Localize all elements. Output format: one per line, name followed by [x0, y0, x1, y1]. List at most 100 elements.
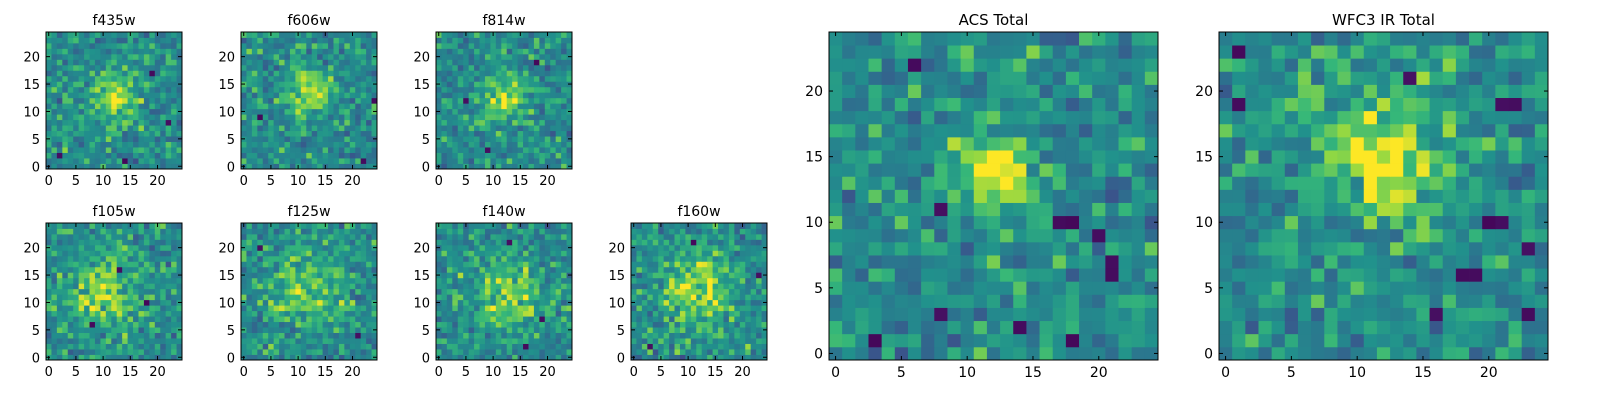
heatmap-cell — [51, 277, 58, 284]
heatmap-cell — [143, 283, 150, 290]
heatmap-cell — [366, 332, 372, 339]
heatmap-cell — [251, 119, 258, 126]
heatmap-cell — [171, 48, 177, 55]
heatmap-cell — [56, 32, 63, 38]
heatmap-cell — [73, 266, 80, 273]
heatmap-cell — [333, 119, 340, 126]
heatmap-cell — [251, 37, 258, 44]
heatmap-cell — [273, 354, 280, 361]
heatmap-cells — [46, 223, 183, 361]
heatmap-cell — [745, 228, 752, 235]
heatmap-cell — [322, 53, 329, 60]
heatmap-cell — [349, 130, 356, 137]
heatmap-cell — [631, 305, 637, 312]
heatmap-cell — [306, 277, 313, 284]
heatmap-cell — [647, 343, 654, 350]
heatmap-cell — [658, 255, 665, 262]
heatmap-cell — [523, 48, 529, 55]
heatmap-cell — [89, 59, 96, 66]
heatmap-cell — [138, 343, 145, 350]
heatmap-cell — [306, 283, 313, 290]
heatmap-cell — [463, 70, 470, 77]
heatmap-cell — [960, 163, 975, 177]
heatmap-cell — [463, 75, 470, 82]
heatmap-cell — [122, 152, 128, 159]
heatmap-cell — [533, 75, 540, 82]
heatmap-cell — [669, 338, 675, 344]
heatmap-cell — [355, 114, 362, 121]
heatmap-cell — [279, 136, 285, 142]
heatmap-cell — [160, 48, 167, 55]
heatmap-cell — [457, 158, 464, 164]
heatmap-cell — [73, 277, 80, 284]
heatmap-cell — [127, 294, 134, 301]
heatmap-cell — [436, 332, 442, 339]
heatmap-cell — [512, 266, 518, 273]
heatmap-cell — [484, 244, 491, 251]
heatmap-cell — [468, 299, 475, 306]
heatmap-cell — [523, 86, 529, 93]
heatmap-cell — [311, 86, 318, 93]
heatmap-cell — [122, 97, 128, 104]
heatmap-cell — [539, 37, 546, 44]
heatmap-cell — [133, 97, 139, 104]
heatmap-cell — [105, 228, 112, 235]
heatmap-cell — [506, 53, 513, 60]
heatmap-cell — [750, 283, 757, 290]
heatmap-cell — [1000, 189, 1014, 203]
heatmap-cell — [306, 114, 313, 121]
heatmap-cell — [528, 70, 535, 77]
heatmap-cell — [317, 114, 323, 121]
heatmap-cell — [1105, 333, 1119, 348]
heatmap-cell — [133, 223, 139, 229]
heatmap-cell — [89, 125, 96, 132]
heatmap-cell — [506, 158, 513, 164]
heatmap-cell — [707, 299, 713, 306]
heatmap-cell — [457, 125, 464, 132]
heatmap-cell — [360, 125, 367, 132]
heatmap-cell — [295, 233, 302, 240]
heatmap-cell — [51, 75, 58, 82]
y-tick-label: 20 — [218, 51, 235, 66]
heatmap-cell — [652, 261, 659, 268]
heatmap-cell — [284, 316, 291, 323]
heatmap-cell — [555, 332, 562, 339]
heatmap-cell — [1026, 268, 1040, 282]
heatmap-cell — [674, 354, 681, 361]
heatmap-cell — [133, 103, 139, 110]
heatmap-cell — [268, 244, 275, 251]
heatmap-cell — [371, 158, 378, 164]
heatmap-cell — [67, 250, 74, 257]
heatmap-cell — [544, 147, 551, 153]
heatmap-cell — [133, 32, 139, 38]
heatmap-cell — [338, 141, 345, 148]
heatmap-cell — [1052, 241, 1067, 256]
heatmap-cell — [51, 228, 58, 235]
heatmap-cell — [641, 255, 648, 262]
heatmap-cell — [986, 163, 1001, 177]
heatmap-cell — [745, 305, 752, 312]
heatmap-cell — [317, 136, 323, 142]
heatmap-cell — [78, 239, 85, 246]
heatmap-cell — [907, 228, 922, 243]
heatmap-cell — [273, 53, 280, 60]
heatmap-cell — [446, 272, 453, 279]
heatmap-cell — [512, 223, 518, 229]
heatmap-cell — [517, 255, 524, 262]
heatmap-cell — [658, 277, 665, 284]
heatmap-cell — [723, 310, 730, 317]
heatmap-cell — [973, 294, 988, 308]
heatmap-cell — [490, 37, 497, 44]
heatmap-cell — [67, 97, 74, 104]
heatmap-cell — [360, 64, 367, 71]
heatmap-cell — [658, 283, 665, 290]
heatmap-cell — [501, 244, 508, 251]
heatmap-cell — [257, 316, 264, 323]
heatmap-cell — [333, 103, 340, 110]
heatmap-cell — [268, 277, 275, 284]
heatmap-cell — [349, 59, 356, 66]
y-tick-label: 15 — [23, 78, 40, 93]
heatmap-cell — [739, 244, 746, 251]
heatmap-cell — [457, 103, 464, 110]
heatmap-cell — [289, 158, 296, 164]
